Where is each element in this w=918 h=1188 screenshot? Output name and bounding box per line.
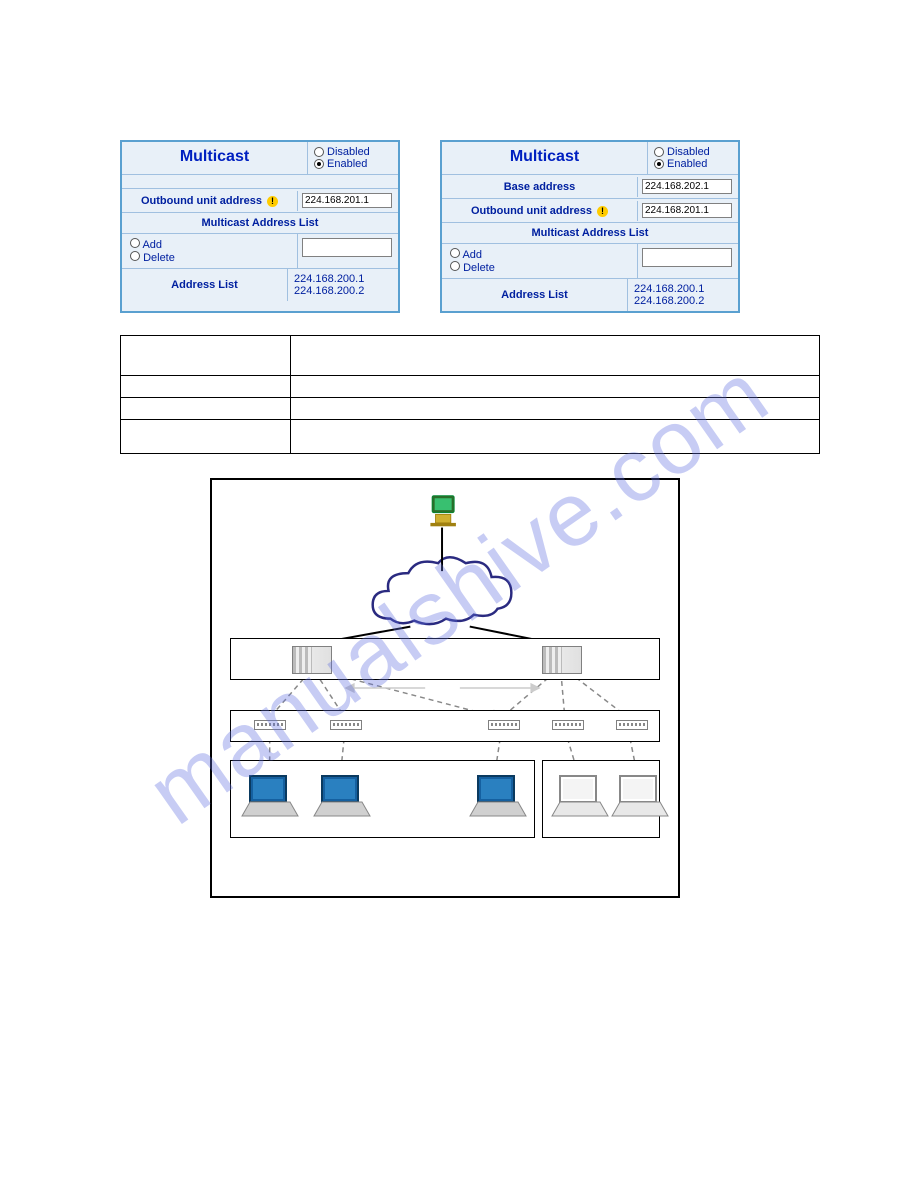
laptop-icon: [468, 772, 528, 822]
panel-a-outbound-label-text: Outbound unit address: [141, 195, 262, 207]
panel-b-addr-1: 224.168.200.2: [634, 295, 732, 307]
multicast-panel-a: Multicast Disabled Enabled Outbound unit…: [120, 140, 400, 313]
network-diagram: [210, 478, 680, 898]
panel-b-outbound-label-text: Outbound unit address: [471, 205, 592, 217]
router-icon: [542, 646, 582, 674]
switch-icon: [254, 720, 286, 730]
panel-b-addremove: Add Delete: [442, 244, 638, 278]
radio-icon: [450, 248, 460, 258]
panel-b-add-radio[interactable]: Add: [450, 248, 629, 261]
panel-b-disabled-label: Disabled: [667, 146, 710, 158]
panel-b-disabled-radio[interactable]: Disabled: [654, 146, 732, 158]
panel-a-outbound-input[interactable]: [302, 193, 392, 208]
panel-a-addr-1: 224.168.200.2: [294, 285, 392, 297]
panel-a-blank-row: [122, 175, 398, 189]
radio-icon: [314, 159, 324, 169]
panel-b-title: Multicast: [442, 142, 648, 174]
tier-row-switches: [230, 710, 660, 742]
panel-b-outbound-input[interactable]: [642, 203, 732, 218]
panel-a-mal-title: Multicast Address List: [122, 213, 398, 234]
switch-icon: [552, 720, 584, 730]
panel-a-enabled-radio[interactable]: Enabled: [314, 158, 392, 170]
panel-b-outbound-label: Outbound unit address !: [442, 201, 638, 221]
panel-b-base-input[interactable]: [642, 179, 732, 194]
panel-b-addrlist-label: Address List: [442, 279, 628, 311]
laptop-icon: [610, 772, 670, 822]
panel-b-delete-radio[interactable]: Delete: [450, 261, 629, 274]
panel-a-addrlist-values: 224.168.200.1 224.168.200.2: [288, 269, 398, 301]
warning-icon: !: [597, 206, 608, 217]
panel-b-addrlist-values: 224.168.200.1 224.168.200.2: [628, 279, 738, 311]
panel-b-enable-radios: Disabled Enabled: [648, 142, 738, 174]
panel-a-addr-0: 224.168.200.1: [294, 273, 392, 285]
laptop-icon: [240, 772, 300, 822]
laptop-icon: [550, 772, 610, 822]
switch-icon: [616, 720, 648, 730]
panels-row: Multicast Disabled Enabled Outbound unit…: [120, 140, 818, 313]
radio-icon: [654, 159, 664, 169]
radio-icon: [314, 147, 324, 157]
panel-a-addremove: Add Delete: [122, 234, 298, 268]
warning-icon: !: [267, 196, 278, 207]
panel-a-disabled-radio[interactable]: Disabled: [314, 146, 392, 158]
panel-a-addremove-input[interactable]: [302, 238, 392, 257]
panel-a-delete-label: Delete: [143, 252, 175, 264]
panel-a-enabled-label: Enabled: [327, 158, 367, 170]
panel-a-outbound-label: Outbound unit address !: [122, 191, 298, 211]
radio-icon: [450, 261, 460, 271]
panel-a-add-label: Add: [142, 239, 162, 251]
multicast-panel-b: Multicast Disabled Enabled Base address …: [440, 140, 740, 313]
panel-b-addr-0: 224.168.200.1: [634, 283, 732, 295]
panel-a-disabled-label: Disabled: [327, 146, 370, 158]
server-icon: [427, 494, 461, 528]
panel-a-add-radio[interactable]: Add: [130, 238, 289, 251]
panel-b-enabled-label: Enabled: [667, 158, 707, 170]
panel-b-mal-title: Multicast Address List: [442, 223, 738, 244]
radio-icon: [130, 238, 140, 248]
panel-a-enable-radios: Disabled Enabled: [308, 142, 398, 174]
panel-b-enabled-radio[interactable]: Enabled: [654, 158, 732, 170]
radio-icon: [654, 147, 664, 157]
panel-a-delete-radio[interactable]: Delete: [130, 251, 289, 264]
switch-icon: [488, 720, 520, 730]
panel-a-addrlist-label: Address List: [122, 269, 288, 301]
switch-icon: [330, 720, 362, 730]
radio-icon: [130, 251, 140, 261]
panel-b-addremove-input[interactable]: [642, 248, 732, 267]
panel-b-add-label: Add: [462, 249, 482, 261]
spec-table: [120, 335, 820, 454]
panel-b-delete-label: Delete: [463, 262, 495, 274]
panel-a-title: Multicast: [122, 142, 308, 174]
router-icon: [292, 646, 332, 674]
laptop-icon: [312, 772, 372, 822]
panel-b-base-label: Base address: [442, 177, 638, 197]
